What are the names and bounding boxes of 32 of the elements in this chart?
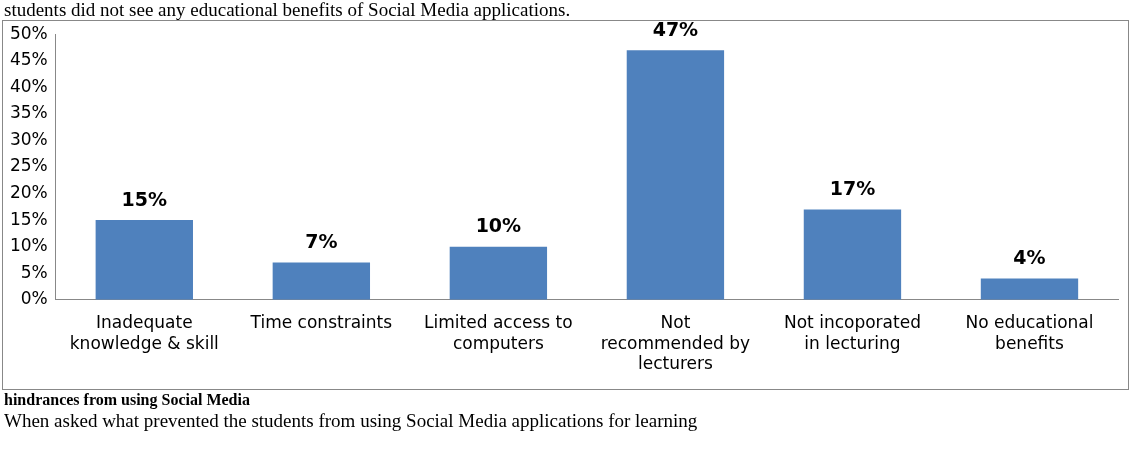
y-tick-label: 5% <box>20 261 48 282</box>
y-tick-label: 25% <box>9 155 48 176</box>
x-tick-label: Not recommended by lecturers <box>600 312 751 374</box>
bar <box>95 220 193 300</box>
y-tick-label: 30% <box>9 128 48 149</box>
data-label: 17% <box>829 176 876 199</box>
bar <box>803 209 902 300</box>
y-tick-label: 15% <box>9 208 48 229</box>
bar <box>626 50 725 300</box>
data-label: 47% <box>652 17 699 40</box>
y-tick-label: 50% <box>9 22 48 43</box>
x-tick-label: No educational benefits <box>965 312 1094 353</box>
y-tick-label: 10% <box>9 235 48 256</box>
text: When asked what prevented the students from using Social Media applications for learning <box>3 410 699 432</box>
y-tick-label: 0% <box>20 288 48 309</box>
text: hindrances from using Social Media <box>3 390 251 410</box>
data-label: 7% <box>305 230 338 253</box>
text: students did not see any educational benefits of Social Media applications. <box>4 0 571 20</box>
y-tick-label: 45% <box>9 49 48 70</box>
x-tick-label: Not incoporated in lecturing <box>783 312 921 353</box>
y-tick-label: 40% <box>9 75 48 96</box>
bar <box>272 262 371 300</box>
bar <box>980 278 1079 300</box>
y-tick-label: 20% <box>9 181 48 202</box>
x-tick-label: Inadequate knowledge & skill <box>69 312 219 353</box>
x-tick-label: Limited access to computers <box>424 312 573 353</box>
bar <box>449 246 548 300</box>
y-tick-label: 35% <box>9 102 48 123</box>
data-label: 10% <box>475 214 522 237</box>
data-label: 15% <box>121 187 168 210</box>
data-label: 4% <box>1013 245 1046 268</box>
x-tick-label: Time constraints <box>249 312 393 333</box>
